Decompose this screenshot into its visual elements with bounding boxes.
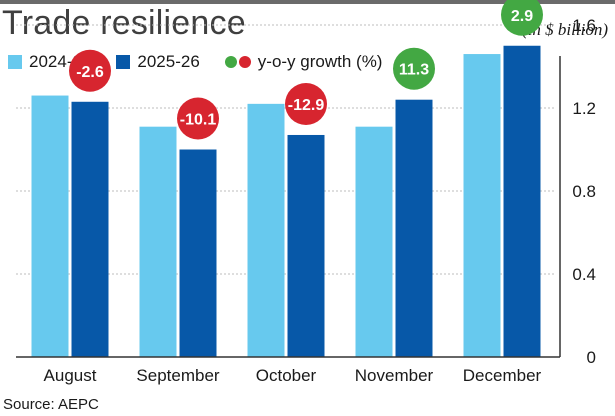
legend-growth-dots xyxy=(224,56,251,68)
source-note: Source: AEPC xyxy=(3,396,99,413)
bar-2025-26 xyxy=(287,134,325,357)
legend-positive-dot-icon xyxy=(224,56,237,68)
growth-bubble xyxy=(285,82,327,125)
y-tick-label: 0.8 xyxy=(572,182,596,201)
legend: 2024-25 2025-26 y-o-y growth (%) xyxy=(8,52,407,72)
x-tick-label: December xyxy=(463,366,542,385)
legend-label-growth: y-o-y growth (%) xyxy=(257,52,383,71)
legend-swatch-2025-26 xyxy=(116,55,131,69)
legend-swatch-2024-25 xyxy=(8,55,22,69)
y-tick-label: 0 xyxy=(587,348,596,367)
growth-label: 2.9 xyxy=(511,8,533,25)
growth-bubble xyxy=(69,49,111,92)
top-rule xyxy=(0,0,615,4)
growth-bubble xyxy=(177,97,219,140)
bar-2024-25 xyxy=(247,103,285,357)
chart-title: Trade resilience xyxy=(2,4,246,42)
x-tick-label: August xyxy=(44,366,97,385)
y-tick-label: 1.6 xyxy=(572,16,596,35)
bar-2024-25 xyxy=(139,126,177,357)
unit-note: (in $ billion) xyxy=(522,20,608,39)
growth-bubble xyxy=(393,47,435,90)
growth-label: -2.6 xyxy=(76,64,104,81)
legend-negative-dot-icon xyxy=(238,56,251,68)
y-tick-label: 0.4 xyxy=(572,265,596,284)
y-tick-label: 1.2 xyxy=(572,99,596,118)
growth-label: 11.3 xyxy=(399,62,429,79)
x-tick-label: October xyxy=(256,366,317,385)
x-tick-label: November xyxy=(355,366,434,385)
bar-2025-26 xyxy=(503,45,541,357)
legend-item-growth: y-o-y growth (%) xyxy=(224,52,383,72)
growth-label: -10.1 xyxy=(180,112,217,129)
growth-label: -12.9 xyxy=(288,97,325,114)
legend-label-2025-26: 2025-26 xyxy=(137,52,200,71)
bar-2024-25 xyxy=(463,54,501,358)
x-tick-label: September xyxy=(136,366,219,385)
legend-item-2025-26: 2025-26 xyxy=(116,52,200,72)
bar-2024-25 xyxy=(355,126,393,357)
growth-bubble xyxy=(501,0,543,36)
bar-2024-25 xyxy=(31,95,69,358)
bar-2025-26 xyxy=(179,149,217,357)
bar-2025-26 xyxy=(395,99,433,357)
bar-2025-26 xyxy=(71,101,109,358)
